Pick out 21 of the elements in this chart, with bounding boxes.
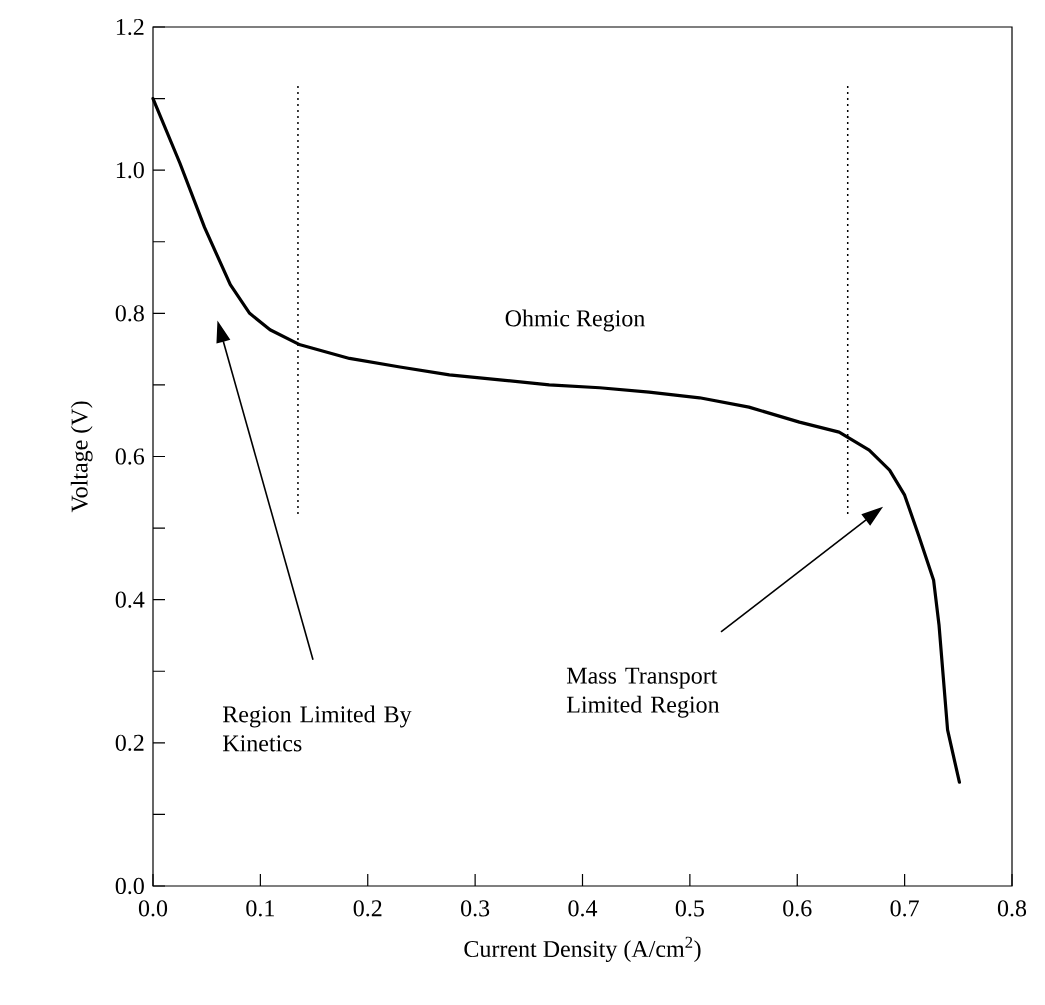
x-tick-label: 0.4: [568, 900, 598, 917]
y-tick-label: 1.0: [116, 162, 144, 179]
y-tick-label: 1.2: [116, 18, 144, 36]
x-tick-label: 0.5: [675, 900, 704, 917]
x-tick-label: 0.2: [353, 900, 382, 917]
x-tick-label: 0.8: [997, 900, 1027, 917]
y-tick-label: 0.6: [115, 448, 145, 465]
annotation: Ohmic Region: [505, 309, 645, 332]
annotation: Mass Transport Limited Region: [566, 667, 720, 718]
x-axis-title: Current Density (A/cm$^{2}$): [464, 936, 701, 963]
x-tick-label: 0.6: [783, 900, 812, 917]
y-tick-label: 0.8: [115, 305, 144, 322]
x-tick-label: 0.0: [138, 900, 168, 917]
y-tick-label: 0.4: [115, 591, 145, 608]
x-tick-label: 0.7: [890, 900, 919, 917]
y-tick-label: 0.0: [115, 877, 144, 895]
x-tick-label: 0.3: [461, 900, 490, 917]
annotation: Region Limited By Kinetics: [222, 705, 412, 752]
y-tick-label: 0.2: [115, 734, 144, 751]
x-tick-label: 0.1: [246, 900, 274, 917]
y-axis-title: Voltage (V): [70, 401, 93, 513]
